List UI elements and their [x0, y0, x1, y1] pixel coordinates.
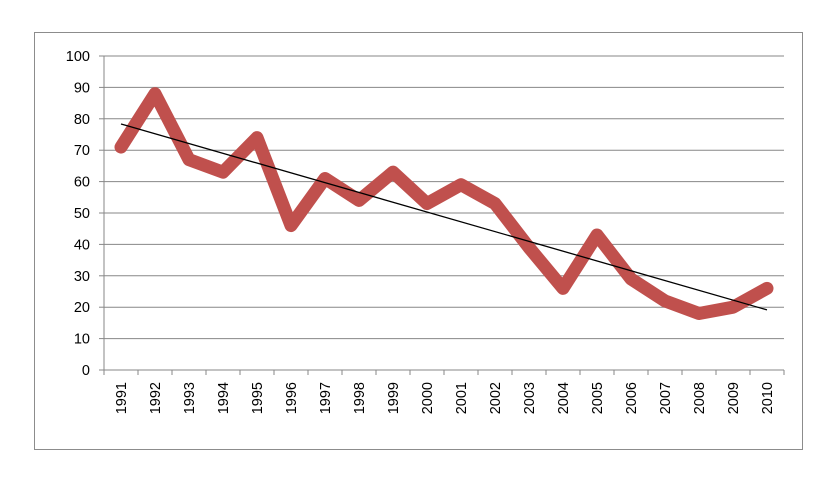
x-tick-label: 1992: [148, 382, 164, 414]
data-point: [460, 184, 462, 186]
x-tick-label: 2005: [590, 382, 606, 414]
y-tick-label: 70: [74, 143, 90, 159]
y-tick-label: 100: [66, 49, 90, 65]
data-point: [766, 287, 768, 289]
gridlines: [104, 55, 784, 340]
chart-frame: 0 10 20 30 40 50 60 70 80 90 100 1991 1992 1993 1994 1…: [34, 32, 803, 450]
y-tick-label: 50: [74, 206, 90, 222]
x-tick-label: 1995: [250, 382, 266, 414]
data-point: [494, 203, 496, 205]
x-tick-label: 1993: [182, 382, 198, 414]
data-point: [188, 159, 190, 161]
x-tick-label: 2001: [454, 382, 470, 414]
x-tick-label: 1991: [114, 382, 130, 414]
data-point: [222, 171, 224, 173]
data-point: [698, 312, 700, 314]
x-tick-label: 2000: [420, 382, 436, 414]
data-point: [290, 225, 292, 227]
data-point: [392, 171, 394, 173]
x-tick-label: 2007: [658, 382, 674, 414]
trendline: [120, 123, 768, 311]
x-tick-label: 2004: [556, 382, 572, 414]
x-axis-tick-labels: 1991 1992 1993 1994 1995 1996 1997 1998 1999 2000…: [114, 382, 776, 414]
y-tick-label: 40: [74, 237, 90, 253]
x-tick-label: 2009: [726, 382, 742, 414]
y-tick-label: 20: [74, 300, 90, 316]
axes: [99, 55, 785, 375]
data-point: [562, 287, 564, 289]
y-tick-label: 60: [74, 175, 90, 191]
data-point: [596, 234, 598, 236]
x-tick-label: 1998: [352, 382, 368, 414]
data-point: [426, 203, 428, 205]
x-tick-label: 2008: [692, 382, 708, 414]
data-series: [114, 87, 774, 320]
data-point: [630, 278, 632, 280]
x-tick-label: 2006: [624, 382, 640, 414]
x-tick-label: 2002: [488, 382, 504, 414]
data-point: [732, 306, 734, 308]
y-tick-label: 80: [74, 112, 90, 128]
y-tick-label: 30: [74, 269, 90, 285]
x-tick-label: 1996: [284, 382, 300, 414]
x-tick-label: 1999: [386, 382, 402, 414]
y-tick-label: 90: [74, 80, 90, 96]
data-point: [154, 93, 156, 95]
y-tick-label: 0: [82, 363, 90, 379]
x-tick-label: 2003: [522, 382, 538, 414]
data-point: [324, 177, 326, 179]
y-axis-tick-labels: 0 10 20 30 40 50 60 70 80 90 100: [66, 49, 90, 379]
series-line: [114, 87, 774, 320]
x-tick-label: 1994: [216, 382, 232, 414]
data-point: [256, 137, 258, 139]
trendline-layer: [120, 123, 768, 311]
x-tick-label: 2010: [760, 382, 776, 414]
data-point: [664, 300, 666, 302]
data-point: [528, 247, 530, 249]
x-tick-label: 1997: [318, 382, 334, 414]
data-point: [358, 199, 360, 201]
data-point: [120, 146, 122, 148]
y-tick-label: 10: [74, 332, 90, 348]
